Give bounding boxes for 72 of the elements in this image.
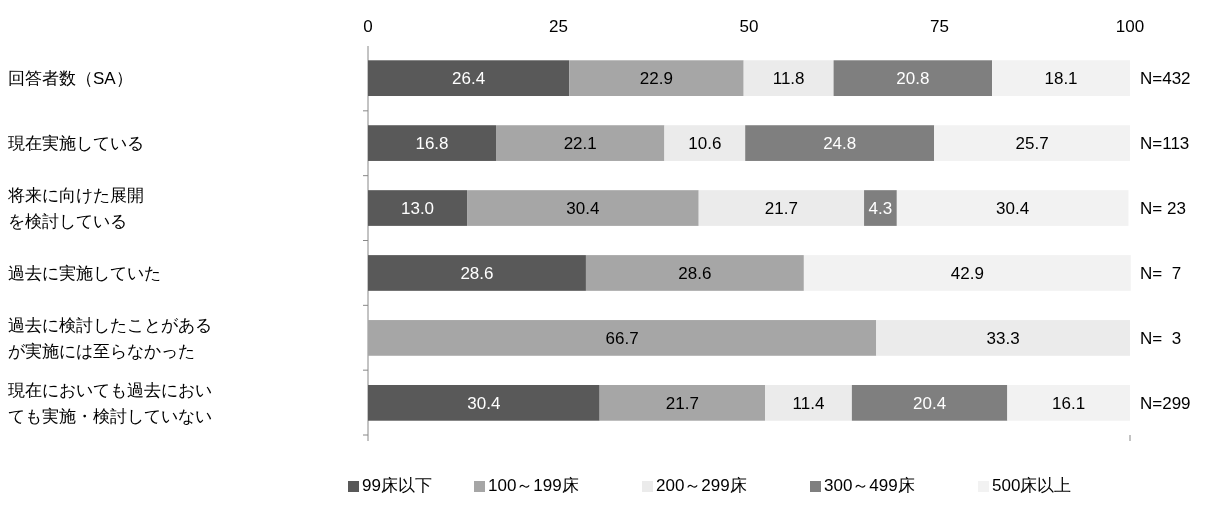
bar bbox=[743, 60, 834, 97]
bar bbox=[664, 125, 746, 161]
data-label: 11.4 bbox=[792, 393, 825, 413]
bar bbox=[745, 125, 935, 161]
legend-label: 200～299床 bbox=[656, 476, 747, 495]
x-tick-label: 100 bbox=[1115, 17, 1145, 36]
bar bbox=[368, 255, 586, 291]
data-label: 21.7 bbox=[665, 393, 699, 413]
bar bbox=[496, 125, 665, 161]
y-tick-label: 過去に実施していた bbox=[8, 263, 161, 283]
bar bbox=[992, 60, 1130, 97]
data-label: 28.6 bbox=[460, 263, 494, 283]
bar bbox=[803, 255, 1131, 291]
y-tick-label: 現在実施している bbox=[8, 134, 144, 154]
bar bbox=[876, 320, 1130, 356]
legend-label: 300～499床 bbox=[824, 476, 915, 495]
data-label: 4.3 bbox=[868, 198, 893, 218]
x-tick-label: 75 bbox=[930, 17, 949, 36]
data-label: 11.8 bbox=[772, 69, 805, 89]
bar bbox=[569, 60, 744, 97]
bar bbox=[896, 190, 1129, 226]
bar bbox=[368, 385, 600, 421]
bar bbox=[368, 190, 468, 226]
data-label: 24.8 bbox=[823, 134, 857, 154]
bar bbox=[599, 385, 765, 421]
y-tick-label: 将来に向けた展開を検討している bbox=[7, 185, 144, 231]
x-tick-label: 50 bbox=[739, 17, 759, 36]
data-label: 21.7 bbox=[764, 198, 798, 218]
legend-label: 99床以下 bbox=[362, 476, 432, 495]
bar bbox=[368, 125, 497, 161]
text: N= 7 bbox=[1140, 263, 1182, 283]
data-label: 66.7 bbox=[605, 328, 639, 348]
bar bbox=[467, 190, 699, 226]
text: N= 3 bbox=[1140, 328, 1182, 348]
legend-label: 500床以上 bbox=[992, 476, 1072, 495]
data-label: 22.9 bbox=[639, 69, 673, 89]
y-tick-label: 回答者数（SA） bbox=[8, 69, 133, 89]
data-label: 30.4 bbox=[996, 198, 1030, 218]
data-label: 22.1 bbox=[563, 134, 597, 154]
bar bbox=[698, 190, 865, 226]
data-label: 13.0 bbox=[400, 198, 435, 218]
data-label: 18.1 bbox=[1044, 69, 1078, 89]
text: N=299 bbox=[1140, 393, 1191, 413]
bar bbox=[934, 125, 1130, 161]
bar bbox=[864, 190, 897, 226]
bar bbox=[833, 60, 993, 97]
text: N= 23 bbox=[1140, 198, 1186, 218]
data-label: 33.3 bbox=[986, 328, 1020, 348]
bar bbox=[1007, 385, 1130, 421]
legend-label: 100～199床 bbox=[488, 476, 579, 495]
data-label: 26.4 bbox=[452, 69, 486, 89]
data-label: 20.4 bbox=[913, 393, 947, 413]
data-label: 16.8 bbox=[415, 134, 449, 154]
data-label: 16.1 bbox=[1052, 393, 1086, 413]
bar bbox=[585, 255, 804, 291]
text: N=432 bbox=[1140, 69, 1191, 89]
data-label: 42.9 bbox=[950, 263, 984, 283]
bar bbox=[368, 60, 570, 97]
data-label: 30.4 bbox=[467, 393, 501, 413]
y-tick-label: 過去に検討したことがあるが実施には至らなかった bbox=[8, 315, 212, 361]
bar bbox=[851, 385, 1008, 421]
text: N=113 bbox=[1140, 134, 1190, 154]
bar bbox=[765, 385, 852, 421]
data-label: 25.7 bbox=[1015, 134, 1049, 154]
data-label: 20.8 bbox=[896, 69, 930, 89]
y-tick-label: 現在においても過去においても実施・検討していない bbox=[8, 380, 212, 426]
data-label: 10.6 bbox=[688, 134, 722, 154]
data-label: 30.4 bbox=[566, 198, 600, 218]
x-tick-label: 25 bbox=[549, 17, 568, 36]
x-tick-label: 0 bbox=[363, 17, 373, 36]
bar bbox=[368, 320, 877, 356]
data-label: 28.6 bbox=[678, 263, 712, 283]
